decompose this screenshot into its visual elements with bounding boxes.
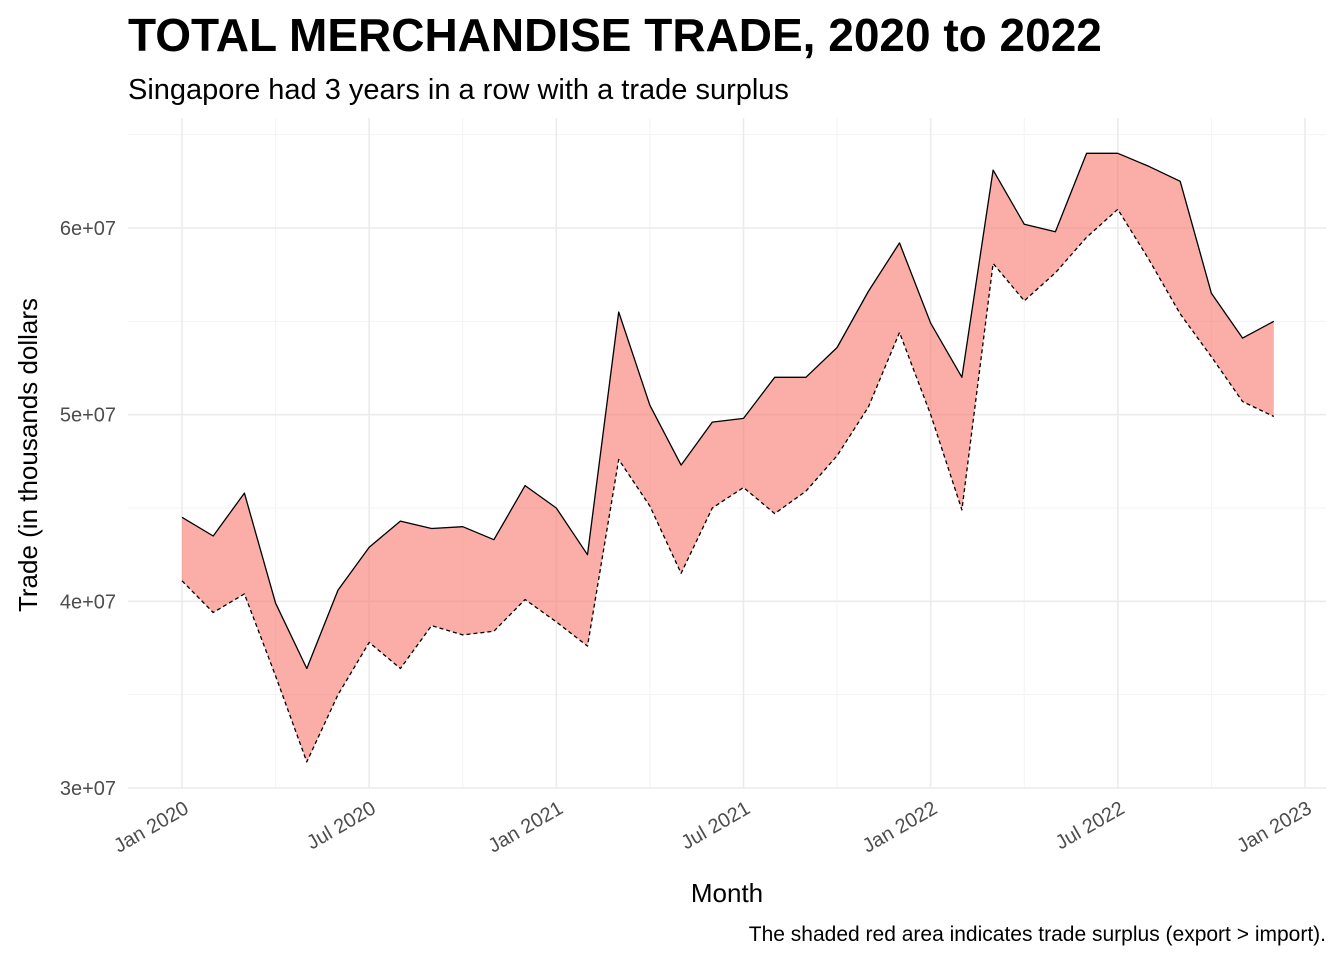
chart-caption: The shaded red area indicates trade surp… (749, 923, 1326, 946)
y-axis-ticks: 3e+07 4e+07 5e+07 6e+07 (60, 218, 116, 800)
x-tick-label: Jan 2023 (1233, 797, 1315, 857)
surplus-area-layer (182, 153, 1274, 762)
y-tick-label: 4e+07 (60, 591, 116, 613)
x-tick-label: Jan 2022 (859, 797, 941, 857)
x-tick-label: Jan 2020 (110, 797, 192, 857)
x-axis-title: Month (691, 878, 763, 908)
chart-subtitle: Singapore had 3 years in a row with a tr… (128, 74, 789, 106)
chart-title: TOTAL MERCHANDISE TRADE, 2020 to 2022 (128, 9, 1102, 61)
y-axis-title: Trade (in thousands dollars (13, 298, 43, 612)
x-axis-ticks: Jan 2020 Jul 2020 Jan 2021 Jul 2021 Jan 2022… (110, 797, 1315, 857)
y-tick-label: 3e+07 (60, 778, 116, 800)
x-tick-label: Jan 2021 (485, 797, 567, 857)
y-tick-label: 6e+07 (60, 218, 116, 240)
dashed-series-line (181, 208, 1275, 763)
solid-series-line (181, 152, 1275, 670)
y-tick-label: 5e+07 (60, 405, 116, 427)
series-lines-layer (181, 152, 1275, 763)
x-tick-label: Jul 2020 (303, 797, 379, 854)
x-tick-label: Jul 2021 (678, 797, 754, 854)
x-tick-label: Jul 2022 (1052, 797, 1128, 854)
surplus-area (182, 153, 1274, 762)
